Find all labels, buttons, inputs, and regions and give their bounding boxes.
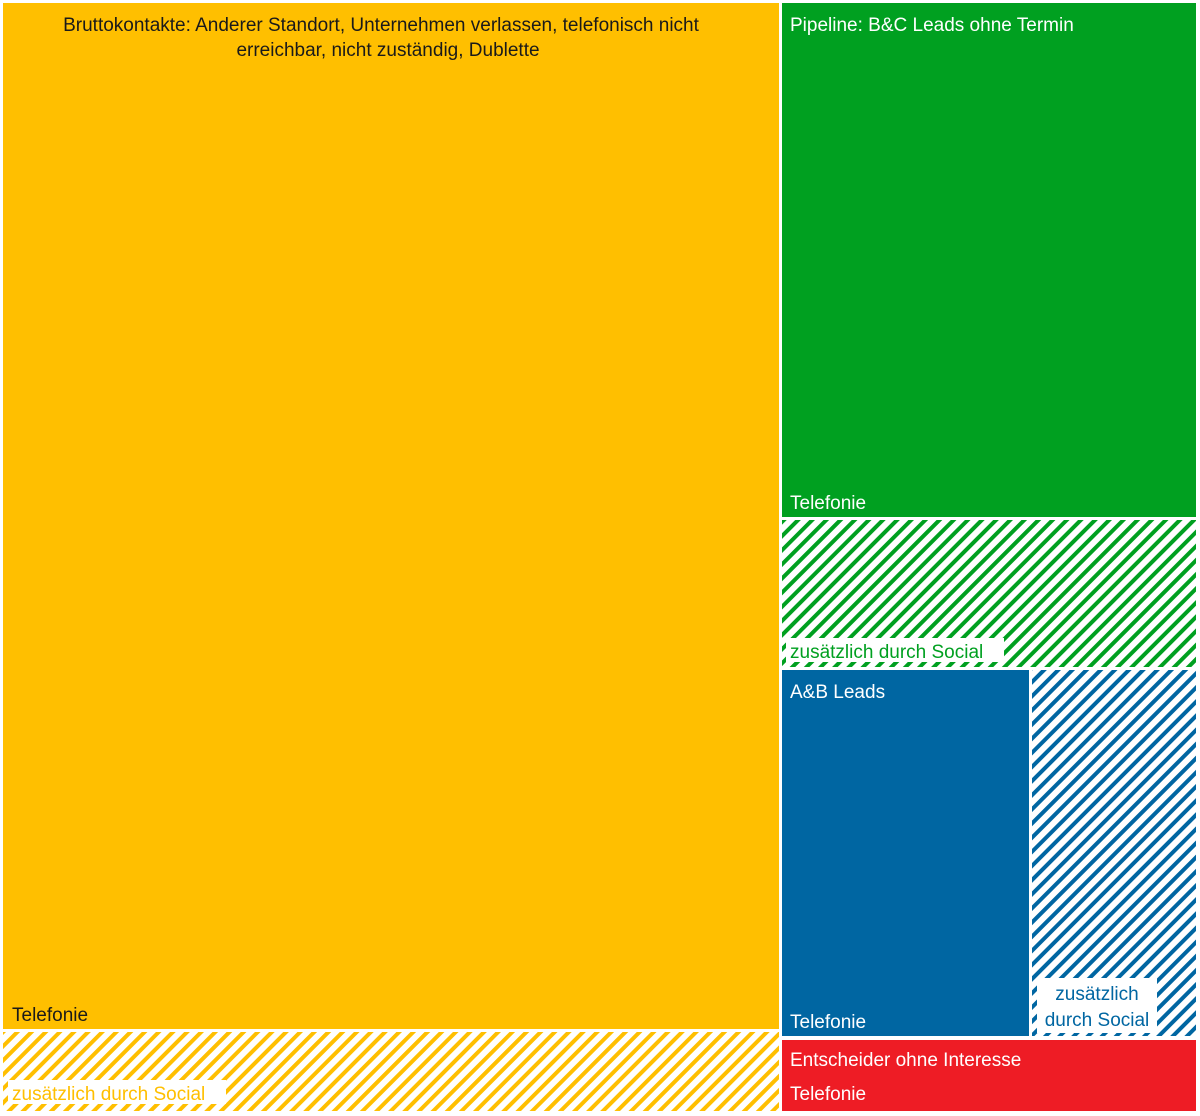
tile-label-bruttokontakte-telefonie: Telefonie: [12, 1005, 88, 1026]
group-entscheider: Entscheider ohne Interesse Telefonie: [782, 1040, 1196, 1111]
tile-ab-leads-telefonie[interactable]: [782, 670, 1029, 1036]
group-title-bruttokontakte: Bruttokontakte: Anderer Standort, Untern…: [63, 15, 700, 36]
group-title-ab-leads: A&B Leads: [790, 682, 885, 703]
group-title-entscheider: Entscheider ohne Interesse: [790, 1050, 1021, 1071]
group-bruttokontakte: Bruttokontakte: Anderer Standort, Untern…: [3, 3, 779, 1111]
group-ab-leads: A&B Leads Telefonie zusätzlich durch Soc…: [782, 670, 1196, 1036]
tile-label-entscheider-telefonie: Telefonie: [790, 1084, 866, 1105]
tile-label-ab-leads-social: zusätzlich: [1055, 984, 1138, 1005]
group-title-bruttokontakte-line2: erreichbar, nicht zuständig, Dublette: [236, 40, 539, 61]
group-pipeline: Pipeline: B&C Leads ohne Termin Telefoni…: [782, 3, 1196, 667]
tile-label-bg-bruttokontakte-social: [8, 1080, 226, 1104]
tile-label-bruttokontakte-social: zusätzlich durch Social: [12, 1084, 205, 1105]
tile-label-ab-leads-telefonie: Telefonie: [790, 1012, 866, 1033]
tile-label-bg-ab-leads-social: [1037, 978, 1157, 1033]
tile-entscheider-telefonie[interactable]: [782, 1040, 1196, 1111]
group-title-pipeline: Pipeline: B&C Leads ohne Termin: [790, 15, 1074, 36]
tile-label-pipeline-telefonie: Telefonie: [790, 493, 866, 514]
tile-label-bg-pipeline-social: [786, 638, 1004, 662]
tile-pipeline-telefonie[interactable]: [782, 3, 1196, 517]
tile-label-ab-leads-social-line2: durch Social: [1045, 1010, 1150, 1031]
tile-bruttokontakte-telefonie[interactable]: [3, 3, 779, 1029]
tile-label-pipeline-social: zusätzlich durch Social: [790, 642, 983, 663]
tile-ab-leads-social[interactable]: [1032, 670, 1196, 1036]
